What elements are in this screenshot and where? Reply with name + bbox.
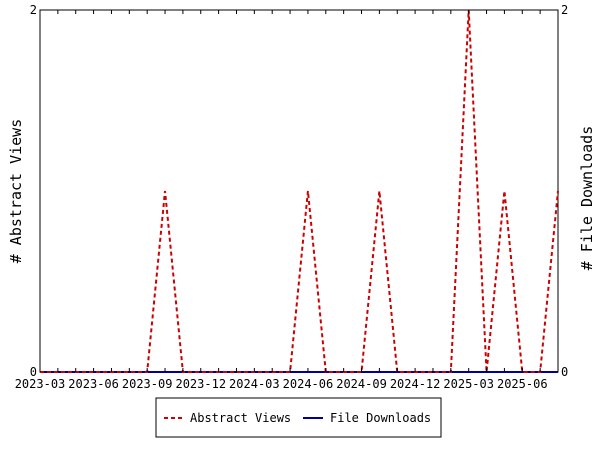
x-tick-label: 2025-06 xyxy=(497,377,548,391)
legend-label-abstract-views: Abstract Views xyxy=(190,411,291,425)
plot-area xyxy=(39,9,559,373)
x-tick-label: 2023-12 xyxy=(175,377,226,391)
x-tick-label: 2024-12 xyxy=(390,377,441,391)
y-tick-label-right: 0 xyxy=(561,365,568,379)
x-tick-label: 2024-03 xyxy=(229,377,280,391)
x-tick-label: 2023-09 xyxy=(122,377,173,391)
y-tick-label-left: 0 xyxy=(30,365,37,379)
x-tick-label: 2023-06 xyxy=(68,377,119,391)
series-line-abstract-views xyxy=(40,9,559,373)
x-tick-label: 2023-03 xyxy=(15,377,66,391)
legend-label-file-downloads: File Downloads xyxy=(330,411,431,425)
x-tick-label: 2024-09 xyxy=(336,377,387,391)
y-tick-label-right: 2 xyxy=(561,3,568,17)
y-axis-right-title: # File Downloads xyxy=(578,126,596,271)
legend: Abstract Views File Downloads xyxy=(155,397,442,438)
y-axis-left-title: # Abstract Views xyxy=(7,119,25,264)
x-tick-label: 2025-03 xyxy=(443,377,494,391)
legend-box xyxy=(155,397,442,438)
y-tick-label-left: 2 xyxy=(30,3,37,17)
x-tick-label: 2024-06 xyxy=(283,377,334,391)
